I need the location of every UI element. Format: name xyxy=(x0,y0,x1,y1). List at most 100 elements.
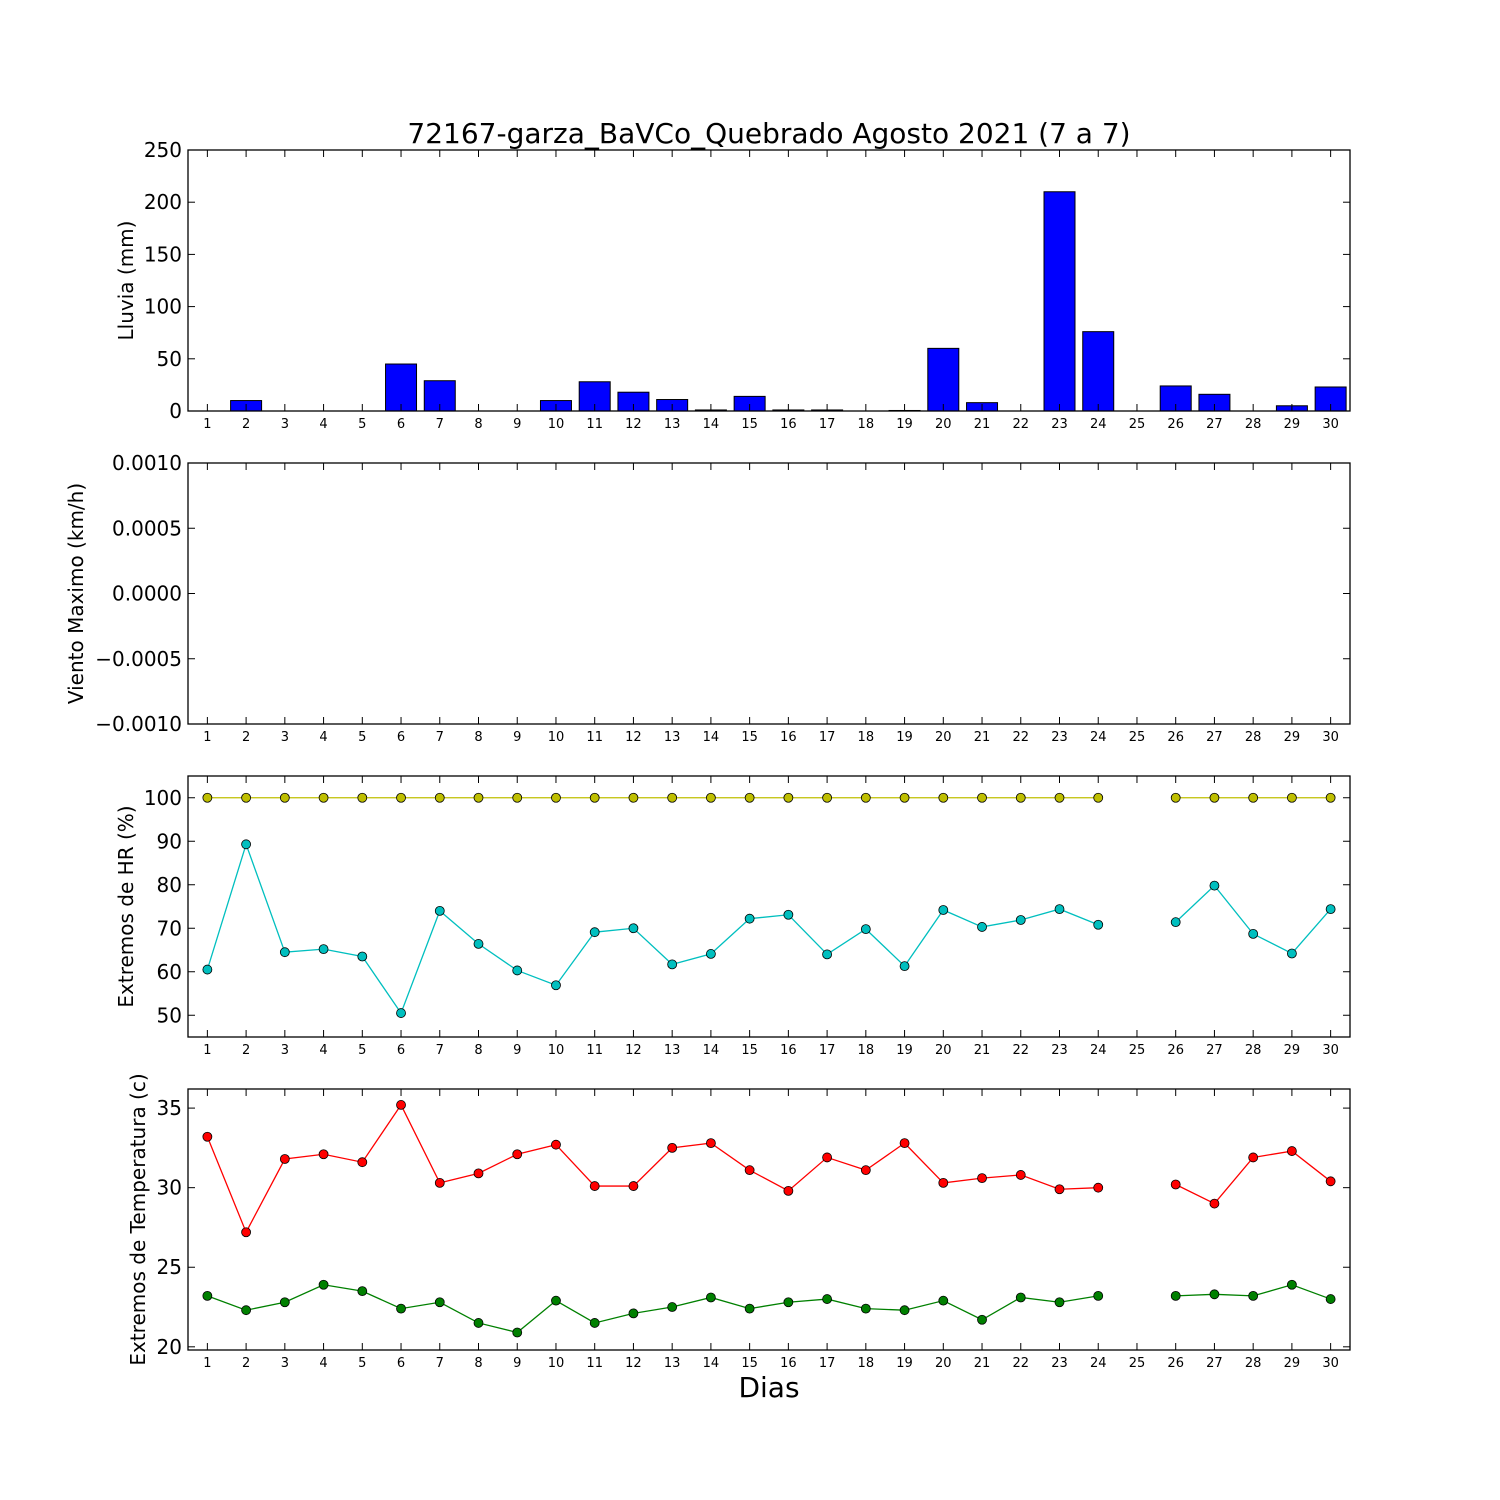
series-1-point-day-11 xyxy=(589,1181,600,1191)
series-2-point-day-10 xyxy=(551,980,561,991)
x-tick-label-28: 28 xyxy=(1245,1043,1262,1058)
x-tick-label-4: 4 xyxy=(319,1043,327,1058)
y-tick-label: 30 xyxy=(157,1176,182,1200)
x-tick-label-23: 23 xyxy=(1051,730,1068,745)
x-tick-label-9: 9 xyxy=(513,1043,521,1058)
x-tick-label-13: 13 xyxy=(664,1356,681,1371)
x-tick-label-27: 27 xyxy=(1206,417,1223,432)
x-tick-label-18: 18 xyxy=(858,1356,875,1371)
x-tick-label-10: 10 xyxy=(548,730,565,745)
y-tick-label: 200 xyxy=(144,190,182,214)
x-tick-label-3: 3 xyxy=(281,417,289,432)
x-tick-label-16: 16 xyxy=(780,730,797,745)
x-tick-label-15: 15 xyxy=(741,1356,758,1371)
y-axis-label: Extremos de Temperatura (c) xyxy=(126,1073,150,1365)
series-2-point-day-12 xyxy=(628,1308,639,1319)
series-2-point-day-24 xyxy=(1093,919,1104,930)
series-2-point-day-8 xyxy=(473,939,484,949)
series-1-point-day-13 xyxy=(667,792,678,803)
x-tick-label-22: 22 xyxy=(1012,730,1029,745)
series-1-point-day-1 xyxy=(202,792,213,803)
x-tick-label-23: 23 xyxy=(1051,1043,1068,1058)
series-2-point-day-29 xyxy=(1287,948,1297,959)
series-2-point-day-9 xyxy=(512,965,523,976)
series-2-point-day-21 xyxy=(977,1314,987,1325)
series-2-point-day-4 xyxy=(318,944,329,955)
x-tick-label-12: 12 xyxy=(625,730,642,745)
x-tick-label-19: 19 xyxy=(896,417,913,432)
series-1-point-day-9 xyxy=(512,1149,523,1160)
x-tick-label-26: 26 xyxy=(1167,1043,1184,1058)
x-tick-label-16: 16 xyxy=(780,1356,797,1371)
x-tick-label-12: 12 xyxy=(625,1356,642,1371)
x-tick-label-9: 9 xyxy=(513,1356,521,1371)
series-1-point-day-14 xyxy=(706,792,716,803)
series-2-point-day-13 xyxy=(667,959,678,970)
axes-frame xyxy=(187,1088,1351,1351)
series-2-point-day-4 xyxy=(318,1279,329,1290)
x-tick-label-29: 29 xyxy=(1284,1043,1301,1058)
series-1-point-day-18 xyxy=(860,1165,871,1176)
axes-frame xyxy=(187,775,1351,1038)
series-2-line xyxy=(207,1284,1099,1334)
y-tick-label: 150 xyxy=(144,242,182,266)
x-tick-label-9: 9 xyxy=(513,417,521,432)
series-2-point-day-9 xyxy=(512,1327,523,1338)
x-tick-label-28: 28 xyxy=(1245,1356,1262,1371)
x-tick-label-27: 27 xyxy=(1206,730,1223,745)
series-1-point-day-28 xyxy=(1248,1152,1259,1163)
series-2-point-day-20 xyxy=(938,1295,949,1306)
series-1-point-day-18 xyxy=(860,792,871,803)
x-tick-label-6: 6 xyxy=(397,730,405,745)
series-1-point-day-14 xyxy=(706,1138,716,1149)
series-2-point-day-1 xyxy=(202,1290,213,1301)
x-tick-label-10: 10 xyxy=(548,417,565,432)
series-1-point-day-2 xyxy=(241,1227,252,1238)
series-1-point-day-21 xyxy=(977,792,987,803)
x-tick-label-17: 17 xyxy=(819,1356,836,1371)
y-tick-label: 25 xyxy=(157,1255,182,1279)
x-tick-label-25: 25 xyxy=(1129,417,1146,432)
y-tick-label: 80 xyxy=(157,873,182,897)
x-tick-label-16: 16 xyxy=(780,1043,797,1058)
series-1-point-day-19 xyxy=(899,792,910,803)
x-tick-label-3: 3 xyxy=(281,1356,289,1371)
y-tick-label: −0.0005 xyxy=(95,647,182,671)
bar-day-6 xyxy=(385,363,418,412)
x-tick-label-2: 2 xyxy=(242,730,250,745)
series-1-point-day-10 xyxy=(551,792,561,803)
series-2-point-day-10 xyxy=(551,1295,561,1306)
series-2-point-day-28 xyxy=(1248,929,1259,939)
x-tick-label-10: 10 xyxy=(548,1356,565,1371)
series-1-point-day-7 xyxy=(434,1178,445,1188)
x-tick-label-14: 14 xyxy=(703,730,720,745)
x-tick-label-16: 16 xyxy=(780,417,797,432)
series-2-point-day-3 xyxy=(279,1297,290,1308)
x-axis-label: Dias xyxy=(738,1371,799,1404)
x-tick-label-22: 22 xyxy=(1012,1043,1029,1058)
y-tick-label: 50 xyxy=(157,1003,182,1027)
series-2-point-day-15 xyxy=(744,913,755,924)
bar-day-24 xyxy=(1082,331,1115,412)
x-tick-label-5: 5 xyxy=(358,730,366,745)
series-1-point-day-8 xyxy=(473,1168,484,1179)
series-2-point-day-14 xyxy=(706,1292,716,1303)
x-tick-label-7: 7 xyxy=(436,417,444,432)
x-tick-label-6: 6 xyxy=(397,1043,405,1058)
series-1-point-day-27 xyxy=(1209,1198,1220,1209)
series-1-point-day-15 xyxy=(744,792,755,803)
x-tick-label-19: 19 xyxy=(896,1043,913,1058)
x-tick-label-20: 20 xyxy=(935,1356,952,1371)
x-tick-label-17: 17 xyxy=(819,730,836,745)
y-axis-label: Viento Maximo (km/h) xyxy=(64,483,88,704)
x-tick-label-1: 1 xyxy=(203,1043,211,1058)
series-1-point-day-26 xyxy=(1170,792,1181,803)
y-tick-label: −0.0010 xyxy=(95,712,182,736)
x-tick-label-2: 2 xyxy=(242,1043,250,1058)
x-tick-label-17: 17 xyxy=(819,417,836,432)
series-1-point-day-5 xyxy=(357,792,368,803)
series-2-point-day-6 xyxy=(396,1008,406,1018)
